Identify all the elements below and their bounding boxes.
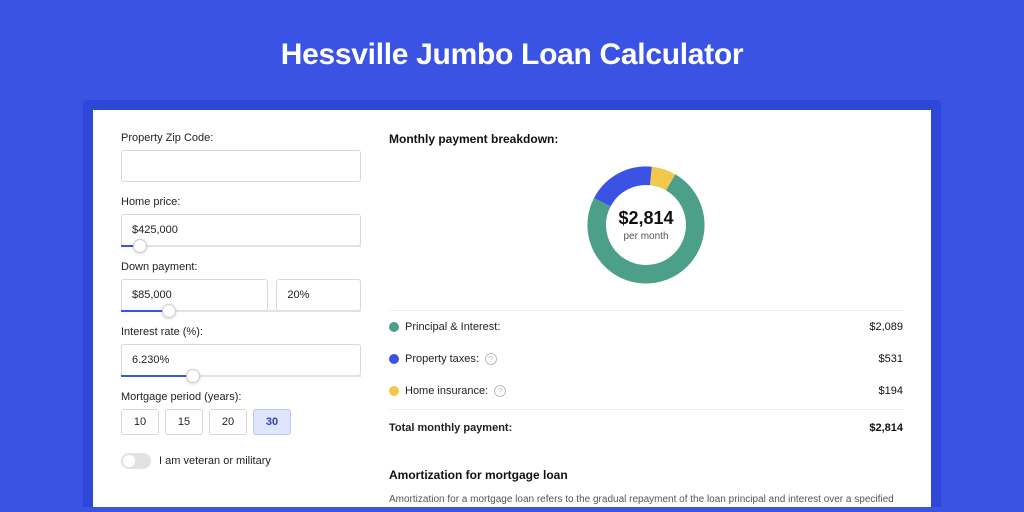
legend-dot-ins — [389, 386, 399, 396]
info-icon[interactable]: ? — [494, 385, 506, 397]
interest-slider[interactable] — [121, 375, 361, 377]
breakdown-total-row: Total monthly payment: $2,814 — [389, 409, 903, 444]
period-btn-30[interactable]: 30 — [253, 409, 291, 435]
donut-wrap: $2,814 per month — [389, 160, 903, 290]
interest-input[interactable] — [121, 344, 361, 376]
donut-sub: per month — [618, 231, 673, 242]
interest-label: Interest rate (%): — [121, 326, 361, 338]
field-zip: Property Zip Code: — [121, 132, 361, 182]
page-outer: Hessville Jumbo Loan Calculator Property… — [0, 0, 1024, 512]
breakdown-column: Monthly payment breakdown: $2,814 per mo… — [389, 132, 903, 507]
amortization-body: Amortization for a mortgage loan refers … — [389, 492, 903, 507]
down-payment-pct-input[interactable] — [276, 279, 361, 311]
period-options: 10152030 — [121, 409, 361, 435]
home-price-slider[interactable] — [121, 245, 361, 247]
breakdown-value-pi: $2,089 — [869, 321, 903, 333]
legend-dot-tax — [389, 354, 399, 364]
period-btn-10[interactable]: 10 — [121, 409, 159, 435]
period-label: Mortgage period (years): — [121, 391, 361, 403]
zip-input[interactable] — [121, 150, 361, 182]
breakdown-rows: Principal & Interest: $2,089 Property taxe… — [389, 311, 903, 407]
breakdown-label-tax: Property taxes: — [405, 353, 479, 365]
legend-dot-pi — [389, 322, 399, 332]
breakdown-value-tax: $531 — [879, 353, 903, 365]
breakdown-row-tax: Property taxes:? $531 — [389, 343, 903, 375]
breakdown-label-pi: Principal & Interest: — [405, 321, 500, 333]
interest-slider-fill — [121, 375, 193, 377]
home-price-slider-thumb[interactable] — [133, 239, 147, 253]
veteran-label: I am veteran or military — [159, 455, 271, 467]
card-shadow: Property Zip Code: Home price: Down paym… — [83, 100, 941, 507]
donut-center: $2,814 per month — [618, 208, 673, 242]
field-interest: Interest rate (%): — [121, 326, 361, 377]
field-period: Mortgage period (years): 10152030 — [121, 391, 361, 435]
breakdown-row-ins: Home insurance:? $194 — [389, 375, 903, 407]
page-title: Hessville Jumbo Loan Calculator — [0, 38, 1024, 72]
interest-slider-thumb[interactable] — [186, 369, 200, 383]
home-price-input[interactable] — [121, 214, 361, 246]
breakdown-label-ins: Home insurance: — [405, 385, 488, 397]
zip-label: Property Zip Code: — [121, 132, 361, 144]
amortization-block: Amortization for mortgage loan Amortizat… — [389, 468, 903, 507]
total-label: Total monthly payment: — [389, 422, 512, 434]
down-payment-label: Down payment: — [121, 261, 361, 273]
field-down-payment: Down payment: — [121, 261, 361, 312]
home-price-label: Home price: — [121, 196, 361, 208]
total-value: $2,814 — [869, 422, 903, 434]
down-payment-input[interactable] — [121, 279, 268, 311]
title-wrap: Hessville Jumbo Loan Calculator — [0, 0, 1024, 100]
period-btn-15[interactable]: 15 — [165, 409, 203, 435]
down-payment-slider[interactable] — [121, 310, 361, 312]
veteran-toggle-knob — [123, 455, 135, 467]
info-icon[interactable]: ? — [485, 353, 497, 365]
amortization-title: Amortization for mortgage loan — [389, 468, 903, 482]
breakdown-title: Monthly payment breakdown: — [389, 132, 903, 146]
breakdown-row-pi: Principal & Interest: $2,089 — [389, 311, 903, 343]
veteran-toggle[interactable] — [121, 453, 151, 469]
field-home-price: Home price: — [121, 196, 361, 247]
calculator-card: Property Zip Code: Home price: Down paym… — [93, 110, 931, 507]
breakdown-value-ins: $194 — [879, 385, 903, 397]
period-btn-20[interactable]: 20 — [209, 409, 247, 435]
veteran-toggle-row: I am veteran or military — [121, 453, 361, 469]
donut-amount: $2,814 — [618, 208, 673, 229]
form-column: Property Zip Code: Home price: Down paym… — [121, 132, 361, 507]
down-payment-slider-thumb[interactable] — [162, 304, 176, 318]
